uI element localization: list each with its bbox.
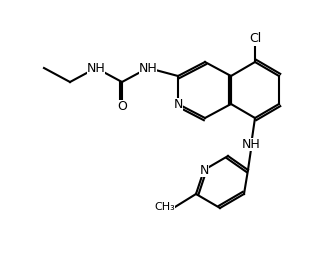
Text: O: O: [117, 100, 127, 113]
Text: Cl: Cl: [249, 33, 261, 45]
Text: N: N: [173, 98, 183, 110]
Text: NH: NH: [87, 61, 105, 74]
Text: N: N: [199, 164, 209, 177]
Text: NH: NH: [242, 137, 261, 151]
Text: CH₃: CH₃: [154, 202, 175, 212]
Text: NH: NH: [139, 61, 157, 74]
